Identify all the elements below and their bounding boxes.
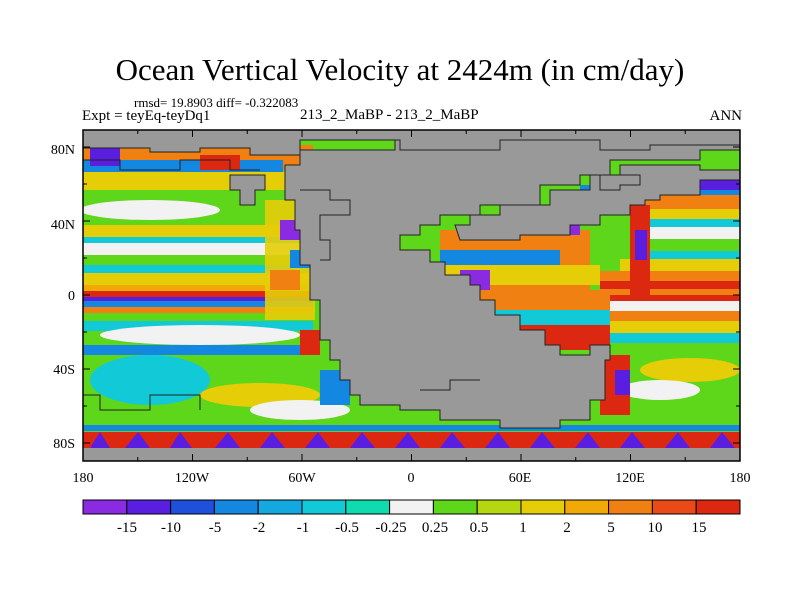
lon-label: 180 bbox=[730, 471, 751, 486]
colorbar-label: 0.25 bbox=[422, 520, 448, 536]
colorbar-swatch bbox=[564, 499, 610, 515]
colorbar-swatch bbox=[257, 499, 303, 515]
colorbar-label: 2 bbox=[563, 520, 571, 536]
colorbar-swatch bbox=[389, 499, 434, 515]
colorbar-label: 15 bbox=[692, 520, 707, 536]
colorbar-label: -10 bbox=[161, 520, 181, 536]
colorbar-swatch bbox=[651, 499, 697, 515]
colorbar-label: -15 bbox=[117, 520, 137, 536]
colorbar-swatch bbox=[608, 499, 653, 515]
arctic-land bbox=[83, 130, 740, 156]
stats-label: rmsd= 19.8903 diff= -0.322083 bbox=[134, 95, 299, 110]
colorbar-swatch bbox=[82, 499, 128, 515]
lon-label: 0 bbox=[408, 471, 415, 486]
case-label: 213_2_MaBP - 213_2_MaBP bbox=[300, 107, 479, 123]
map-field bbox=[83, 130, 740, 461]
plot-title: Ocean Vertical Velocity at 2424m (in cm/… bbox=[115, 52, 685, 87]
lat-label: 40N bbox=[51, 218, 75, 233]
season-label: ANN bbox=[709, 108, 743, 124]
colorbar-label: -5 bbox=[209, 520, 222, 536]
lat-label: 80S bbox=[53, 437, 75, 452]
colorbar-label: -1 bbox=[297, 520, 310, 536]
lon-label: 120E bbox=[615, 471, 645, 486]
colorbar-swatch bbox=[520, 499, 566, 515]
lon-label: 60E bbox=[509, 471, 532, 486]
colorbar-swatch bbox=[345, 499, 391, 515]
colorbar-swatch bbox=[432, 499, 478, 515]
lon-label: 60W bbox=[288, 471, 316, 486]
axis-ticks bbox=[82, 130, 741, 461]
coastlines bbox=[83, 159, 480, 411]
continent-west bbox=[284, 130, 740, 429]
lat-label: 80N bbox=[51, 143, 75, 158]
lat-label: 0 bbox=[68, 289, 75, 304]
southern-band-pattern bbox=[90, 432, 735, 448]
colorbar-labels: -15 -10 -5 -2 -1 -0.5 -0.25 0.25 0.5 1 2… bbox=[117, 520, 707, 536]
colorbar-label: -0.25 bbox=[375, 520, 406, 536]
island-pacific bbox=[229, 174, 266, 206]
colorbar-swatch bbox=[213, 499, 259, 515]
lon-label: 120W bbox=[175, 471, 210, 486]
colorbar-swatch bbox=[126, 499, 172, 515]
island-east bbox=[599, 174, 641, 191]
colorbar-label: -2 bbox=[253, 520, 266, 536]
colorbar-swatch bbox=[476, 499, 522, 515]
colorbar-label: -0.5 bbox=[335, 520, 359, 536]
colorbar bbox=[82, 499, 741, 515]
colorbar-label: 5 bbox=[607, 520, 615, 536]
lon-label: 180 bbox=[73, 471, 94, 486]
colorbar-swatch bbox=[170, 499, 215, 515]
continent-east bbox=[454, 164, 740, 241]
colorbar-swatch bbox=[695, 499, 741, 515]
colorbar-label: 1 bbox=[519, 520, 527, 536]
colorbar-label: 0.5 bbox=[470, 520, 489, 536]
experiment-label: Expt = teyEq-teyDq1 bbox=[82, 108, 211, 124]
colorbar-swatch bbox=[301, 499, 347, 515]
lon-axis: 180 120W 60W 0 60E 120E 180 bbox=[73, 471, 751, 486]
lat-axis: 80N 40N 0 40S 80S bbox=[51, 143, 75, 452]
lat-label: 40S bbox=[53, 363, 75, 378]
colorbar-label: 10 bbox=[648, 520, 663, 536]
